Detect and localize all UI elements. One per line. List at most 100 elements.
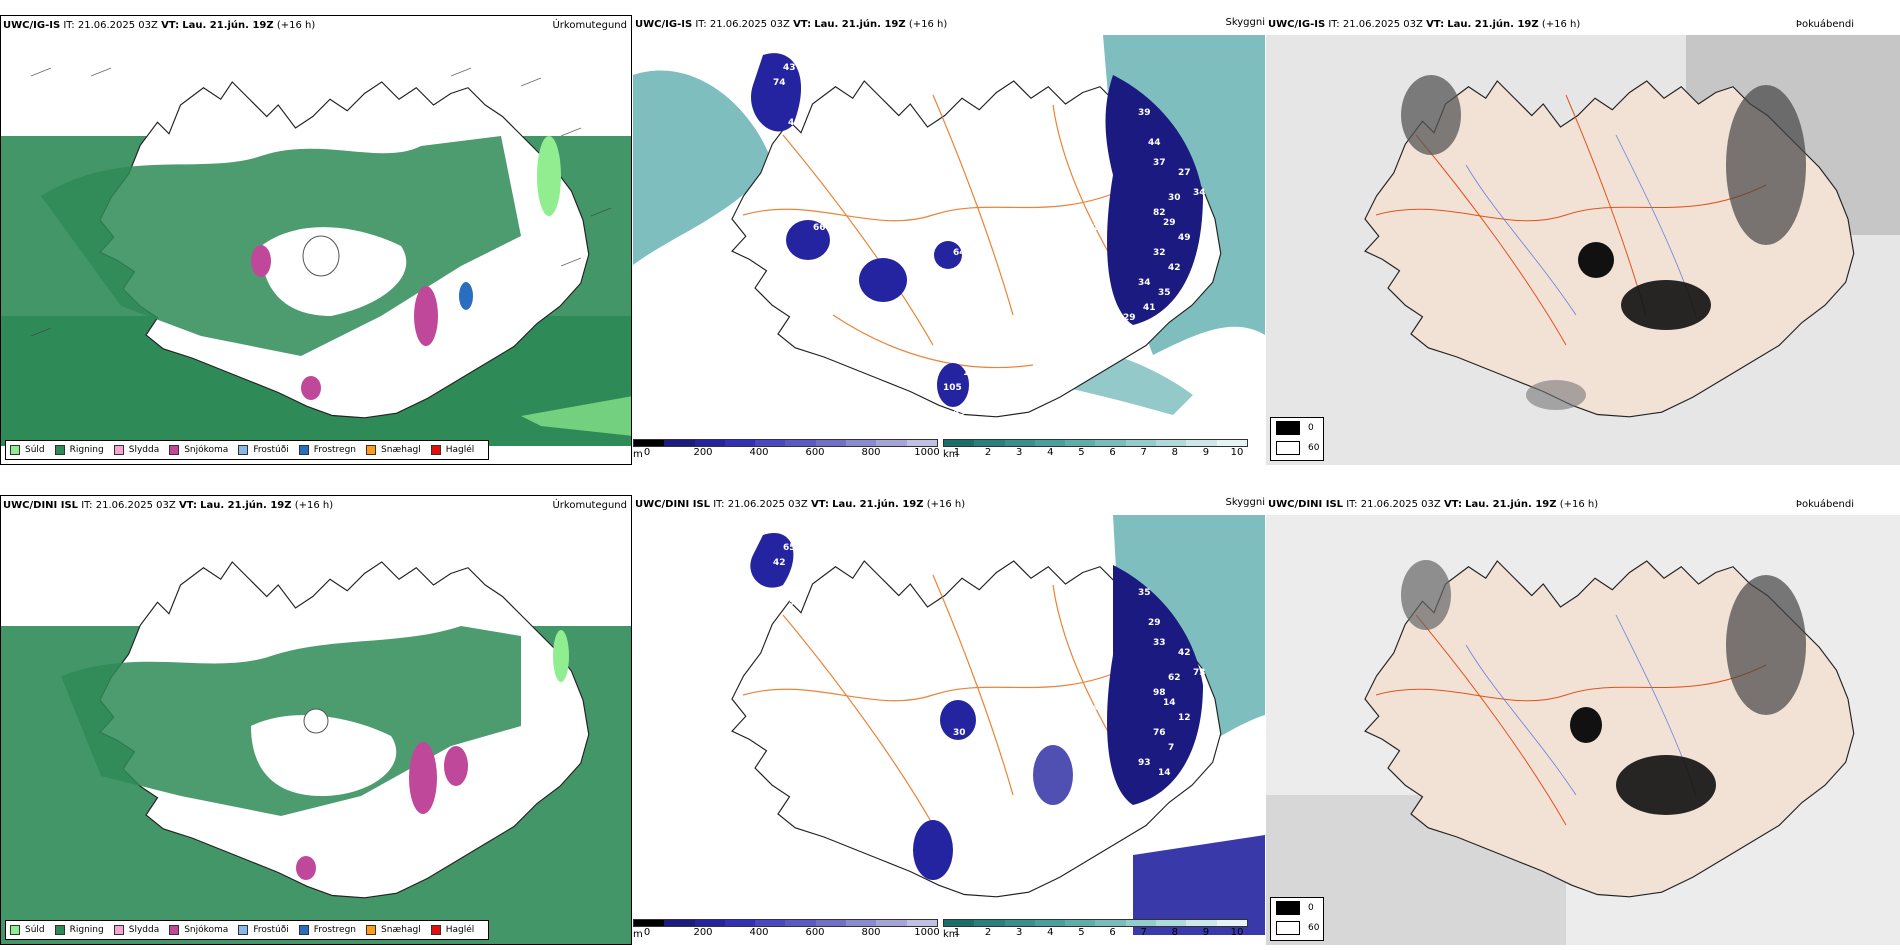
- colorbar-tick-label: 400: [749, 447, 769, 458]
- colorbar-tick-label: 3: [1016, 927, 1023, 938]
- legend-swatch: [10, 445, 20, 455]
- colorbar-tick-label: 3: [1016, 447, 1023, 458]
- colorbar-tick-label: 600: [805, 927, 825, 938]
- fog-legend-swatch: [1276, 921, 1300, 935]
- legend-swatch: [54, 925, 65, 935]
- visibility-ticks: 1 2 3 4 5 6 7 8 9 10: [943, 927, 1248, 939]
- legend-item: Snæhagl: [366, 925, 421, 935]
- colorbar-tick-label: 5: [1078, 927, 1085, 938]
- colorbar-tick-label: 4: [1047, 447, 1054, 458]
- visibility-value-label: 65: [783, 543, 796, 553]
- colorbar-segment: [1004, 440, 1035, 446]
- colorbar-tick-label: 2: [984, 927, 992, 938]
- visibility-value-label: 34: [1138, 278, 1151, 288]
- fog-map: [1266, 515, 1900, 945]
- visibility-value-label: 12: [1178, 713, 1191, 723]
- visibility-value-label: 34: [1193, 188, 1206, 198]
- colorbar-tick-label: 0: [643, 927, 651, 938]
- legend-swatch: [366, 445, 377, 455]
- visibility-value-label: 66: [813, 223, 826, 233]
- visibility-value-label: 82: [843, 263, 856, 273]
- colorbar-segment: [634, 440, 665, 446]
- legend-item: Rigning: [54, 925, 104, 935]
- panel-header: UWC/DINI ISL IT: 21.06.2025 03Z VT: Lau.…: [635, 499, 966, 510]
- precip-map: [1, 561, 631, 944]
- colorbar-segment: [634, 920, 665, 926]
- visibility-value-label: 14: [1163, 698, 1176, 708]
- colorbar-segment: [846, 440, 877, 446]
- visibility-value-label: 27: [1178, 168, 1191, 178]
- colorbar-segment: [974, 440, 1005, 446]
- panel-title: Þokuábendi: [1795, 499, 1854, 510]
- legend-swatch: [430, 925, 441, 935]
- colorbar-tick-label: 8: [1171, 447, 1178, 458]
- legend-swatch: [54, 445, 65, 455]
- visibility-value-label: 14: [1158, 768, 1171, 778]
- legend-item: Frostregn: [298, 445, 356, 455]
- colorbar-segment: [1065, 920, 1096, 926]
- precip-legend: Súld Rigning Slydda Snjókoma Frostúði Fr…: [5, 920, 490, 940]
- fog-legend-row: 60: [1271, 438, 1323, 458]
- colorbar-segment: [1034, 440, 1066, 446]
- visibility-value-label: 62: [1168, 673, 1181, 683]
- colorbar-segment: [1125, 440, 1157, 446]
- visibility-value-label: 38: [963, 848, 976, 858]
- visibility-value-label: 106: [963, 368, 982, 378]
- visibility-value-label: 73: [1193, 668, 1206, 678]
- fog-legend-swatch: [1276, 901, 1300, 915]
- colorbar-segment: [876, 440, 907, 446]
- colorbar-segment: [1186, 440, 1217, 446]
- colorbar-tick-label: 600: [805, 447, 825, 458]
- colorbar-tick-label: 200: [693, 447, 713, 458]
- visibility-value-label: 39: [1138, 108, 1151, 118]
- visibility-value-label: 55: [1103, 323, 1116, 333]
- colorbar-tick-label: 2: [984, 447, 992, 458]
- colorbar-segment: [785, 440, 816, 446]
- colorbar-segment: [694, 920, 725, 926]
- visibility-value-label: 43: [783, 63, 796, 73]
- precip-legend: Súld Rigning Slydda Snjókoma Frostúði Fr…: [5, 440, 490, 460]
- colorbar-segment: [1156, 440, 1187, 446]
- visibility-scale: 1 2 3 4 5 6 7 8 9 10 km: [943, 919, 1248, 941]
- visibility-value-label: 44: [1148, 138, 1161, 148]
- fog-legend-row: 0: [1271, 898, 1323, 918]
- colorbar-segment: [1186, 920, 1217, 926]
- colorbar-segment: [755, 920, 786, 926]
- fog-panel-igis: UWC/IG-IS IT: 21.06.2025 03Z VT: Lau. 21…: [1266, 15, 1900, 465]
- visibility-value-label: 33: [1153, 638, 1166, 648]
- colorbar-tick-label: 8: [1171, 927, 1178, 938]
- legend-item: Haglél: [430, 925, 474, 935]
- fog-legend-swatch: [1276, 421, 1300, 435]
- colorbar-tick-label: 1: [953, 447, 961, 458]
- panel-header: UWC/IG-IS IT: 21.06.2025 03Z VT: Lau. 21…: [635, 19, 948, 30]
- ceiling-colorbar: [633, 439, 938, 447]
- visibility-value-label: 98: [1153, 688, 1166, 698]
- colorbar-tick-label: 6: [1109, 927, 1116, 938]
- visibility-value-label: 7: [1168, 743, 1174, 753]
- legend-swatch: [238, 445, 249, 455]
- colorbar-segment: [1004, 920, 1035, 926]
- visibility-value-label: 30: [1168, 193, 1181, 203]
- visibility-value-label: 37: [788, 598, 801, 608]
- visibility-value-label: 59: [1073, 213, 1086, 223]
- colorbar-tick-label: 0: [643, 447, 651, 458]
- visibility-value-label: 35: [1158, 288, 1171, 298]
- panel-header: UWC/DINI ISL IT: 21.06.2025 03Z VT: Lau.…: [1268, 499, 1599, 510]
- colorbar-segment: [815, 920, 847, 926]
- colorbar-segment: [664, 440, 695, 446]
- legend-item: Frostúði: [238, 445, 289, 455]
- colorbar-tick-label: 9: [1202, 447, 1210, 458]
- visibility-value-label: 29: [1163, 218, 1176, 228]
- visibility-value-label: 51: [773, 158, 786, 168]
- colorbar-segment: [846, 920, 877, 926]
- visibility-value-label: 46: [788, 118, 801, 128]
- precip-map: [1, 67, 631, 446]
- colorbar-tick-label: 800: [861, 447, 881, 458]
- visibility-value-label: 45: [1073, 693, 1086, 703]
- visibility-value-label: 29: [1123, 313, 1136, 323]
- ceiling-unit: m: [633, 449, 643, 460]
- visibility-value-label: 36: [813, 703, 826, 713]
- legend-swatch: [169, 445, 180, 455]
- visibility-value-label: 49: [953, 408, 966, 418]
- colorbar-tick-label: 9: [1202, 927, 1210, 938]
